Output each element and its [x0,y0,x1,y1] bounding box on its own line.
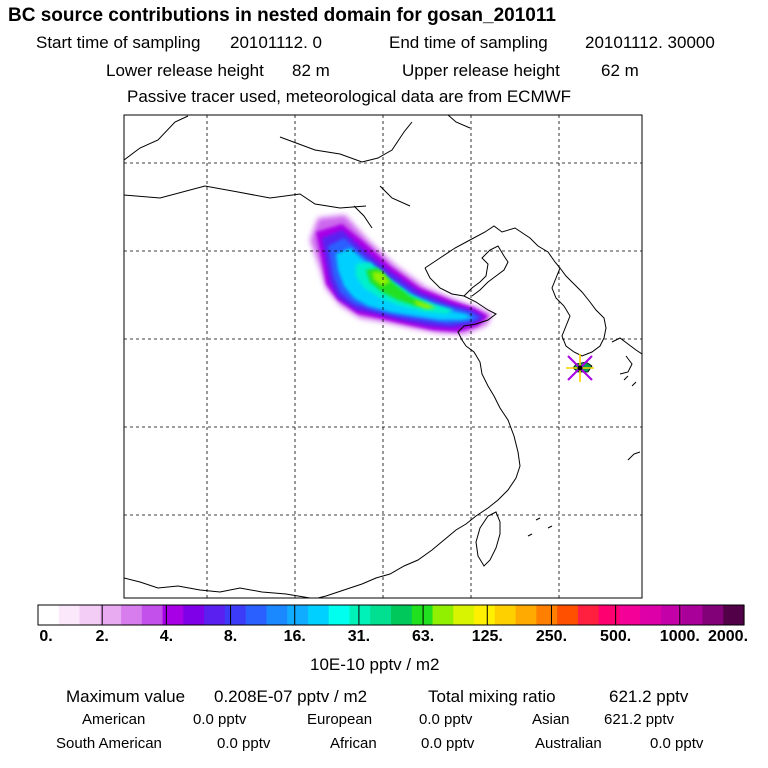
colorbar-cell [370,605,392,625]
colorbar-cell [432,605,454,625]
total-mixing-label: Total mixing ratio [428,687,556,706]
african-value: 0.0 pptv [421,735,475,752]
start-time-label: Start time of sampling [36,33,201,52]
colorbar-separators [101,605,681,625]
map-frame [123,114,643,599]
colorbar-cell [307,605,330,625]
colorbar-cell [515,605,537,625]
colorbar-cell [183,605,205,625]
south-american-value: 0.0 pptv [217,735,271,752]
colorbar-cell [121,605,143,625]
china-east-coast [317,345,521,598]
liaodong-bohai-coast [424,245,509,347]
colorbar-cell [494,605,517,625]
african-label: African [330,735,377,752]
colorbar-tick-label: 4. [159,628,174,645]
star-icon [566,354,594,382]
max-value-label: Maximum value [66,687,186,706]
taiwan [475,511,501,567]
colorbar-tick-label: 31. [347,628,371,645]
colorbar-tick-label: 1000. [659,628,700,645]
colorbar-cell [349,605,371,625]
colorbar-cells [38,605,745,625]
colorbar-frame [37,604,745,626]
colorbar-cell [453,605,475,625]
colorbar-cell [577,605,600,625]
colorbar-cell [58,605,81,625]
colorbar-tick-label: 0. [39,628,53,645]
lat-lon-grid [124,115,642,598]
colorbar-cell [723,605,745,625]
south-american-label: South American [56,735,162,752]
colorbar-cell [100,605,122,625]
upper-release-value: 62 m [601,61,639,80]
colorbar-tick-label: 63. [411,628,435,645]
asian-label: Asian [532,711,570,728]
colorbar-tick-label: 2000. [707,628,749,645]
colorbar-tick-label: 125. [471,628,503,645]
colorbar-cell [536,605,558,625]
colorbar-tick-label: 16. [283,628,306,645]
colorbar-cell [266,605,288,625]
colorbar-cell [474,605,496,625]
colorbar-cell [619,605,641,625]
colorbar-tick-label: 500. [600,628,632,645]
colorbar-cell [38,605,60,625]
american-value: 0.0 pptv [193,711,247,728]
page-title: BC source contributions in nested domain… [8,5,556,26]
australian-label: Australian [535,735,602,752]
end-time-label: End time of sampling [389,33,548,52]
northern-border [124,115,471,209]
colorbar-cell [224,605,247,625]
interior-river [353,185,411,229]
max-value: 0.208E-07 pptv / m2 [214,687,368,706]
colorbar-unit: 10E-10 pptv / m2 [310,655,440,674]
upper-release-label: Upper release height [402,61,560,80]
asian-value: 621.2 pptv [604,711,675,728]
plume-yellowgreen [372,272,436,309]
end-time-value: 20101112. 30000 [585,33,715,52]
american-label: American [82,711,146,728]
korean-peninsula [551,266,607,357]
colorbar-cell [681,605,704,625]
lower-release-label: Lower release height [106,61,264,80]
colorbar-tick-label: 2. [95,628,109,645]
colorbar-cell [79,605,101,625]
australian-value: 0.0 pptv [650,735,704,752]
colorbar-cell [162,605,184,625]
lower-release-value: 82 m [292,61,330,80]
model-note: Passive tracer used, meteorological data… [127,87,572,106]
colorbar-cell [391,605,413,625]
total-mixing-value: 621.2 pptv [609,687,689,706]
colorbar-cell [640,605,662,625]
start-time-value: 20101112. 0 [230,33,323,52]
japan-islands [527,337,642,537]
european-value: 0.0 pptv [419,711,473,728]
european-label: European [307,711,373,728]
colorbar-tick-label: 8. [223,628,238,645]
china-korea-border [424,225,561,269]
colorbar-cell [141,605,164,625]
colorbar-cell [328,605,351,625]
coastlines [124,115,642,598]
colorbar-cell [702,605,724,625]
colorbar-tick-label: 250. [535,628,568,645]
colorbar-cell [287,605,309,625]
colorbar-cell [245,605,268,625]
colorbar-cell [411,605,434,625]
colorbar-cell [598,605,621,625]
south-coast [124,577,311,598]
colorbar-cell [204,605,226,625]
colorbar-cell [660,605,683,625]
colorbar-cell [557,605,579,625]
